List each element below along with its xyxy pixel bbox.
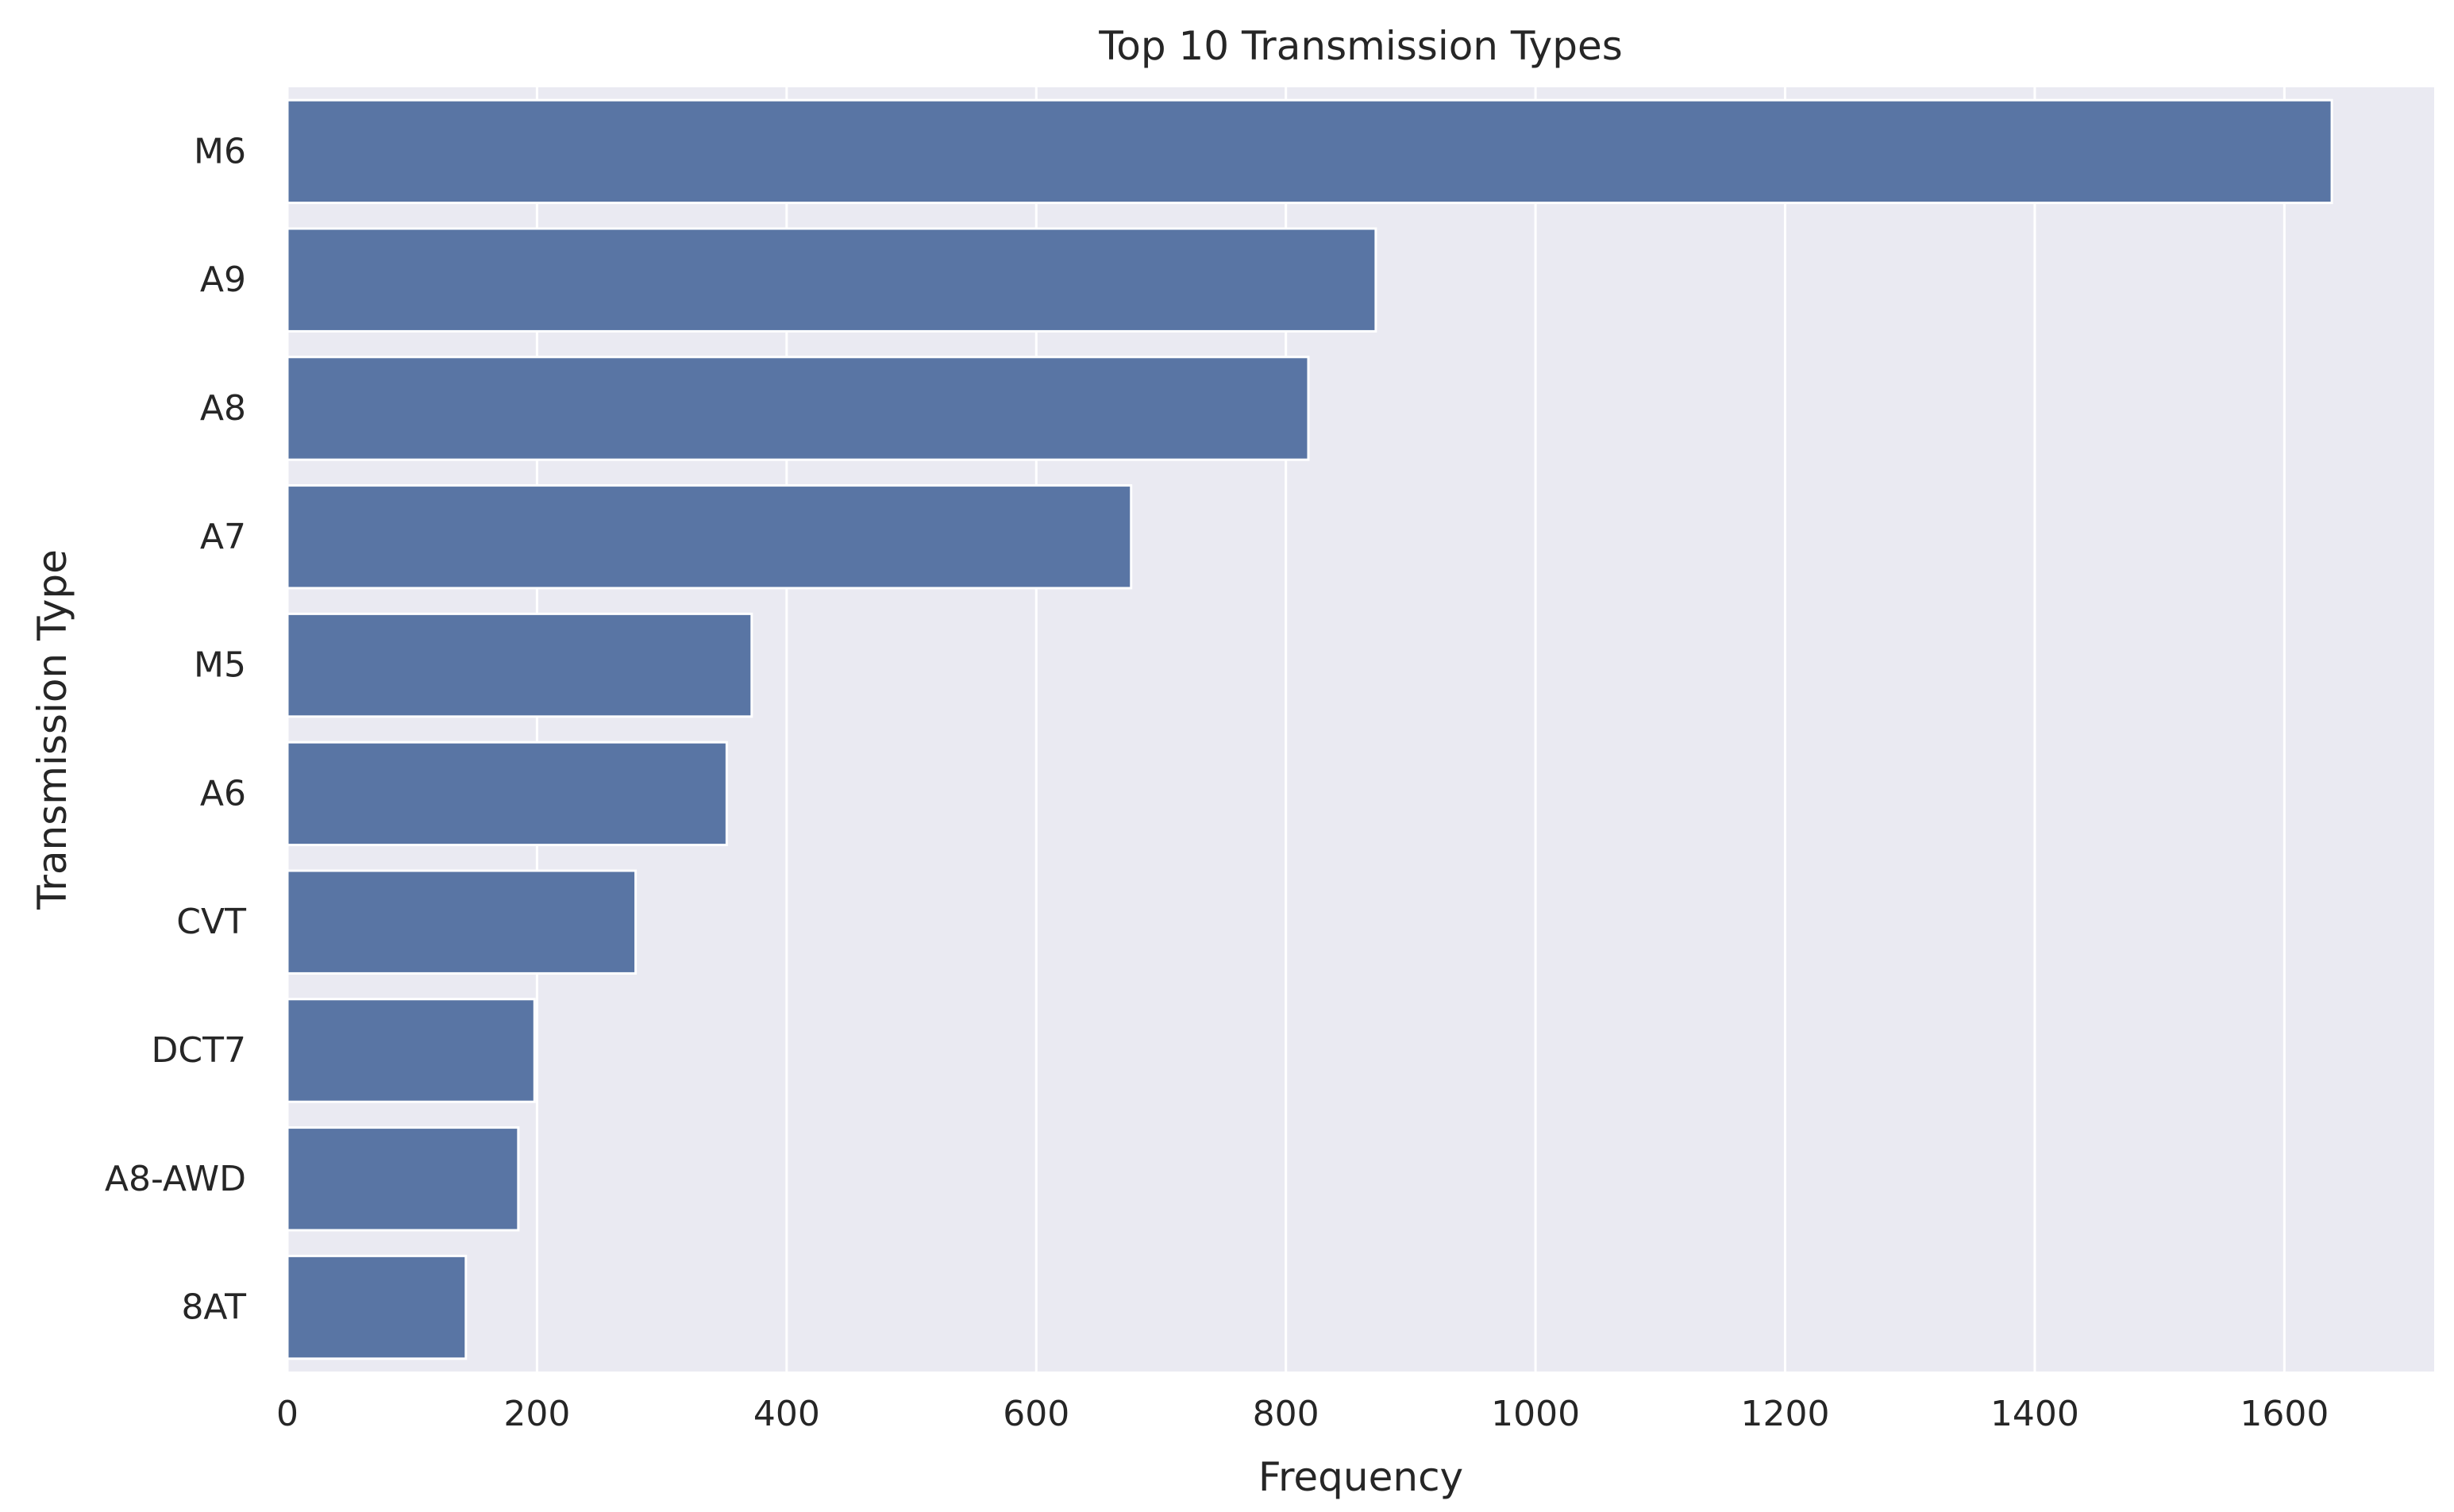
y-tick-label-a9: A9: [200, 260, 246, 300]
x-tick-label-400: 400: [753, 1394, 820, 1434]
y-tick-label-m6: M6: [194, 131, 246, 171]
x-tick-labels: 0 200 400 600 800 1000 1200 1400 1600: [276, 1394, 2329, 1434]
y-tick-label-dct7: DCT7: [152, 1030, 246, 1071]
bar-dct7: [286, 998, 536, 1103]
y-tick-label-a8: A8: [200, 388, 246, 429]
x-tick-label-1200: 1200: [1741, 1394, 1830, 1434]
x-tick-label-1400: 1400: [1990, 1394, 2079, 1434]
x-axis-label: Frequency: [1258, 1454, 1463, 1500]
bar-a8-awd: [286, 1126, 520, 1232]
bar-m5: [286, 612, 753, 718]
chart-title: Top 10 Transmission Types: [1098, 23, 1623, 69]
x-tick-label-800: 800: [1253, 1394, 1319, 1434]
bar-a8: [286, 356, 1310, 461]
y-tick-label-8at: 8AT: [181, 1287, 246, 1328]
x-tick-label-1000: 1000: [1491, 1394, 1580, 1434]
bar-a7: [286, 484, 1133, 590]
bar-cvt: [286, 869, 638, 975]
y-tick-label-m5: M5: [194, 645, 246, 686]
bar-m6: [286, 98, 2333, 205]
y-axis-label: Transmission Type: [29, 549, 75, 910]
bar-a9: [286, 227, 1377, 333]
y-tick-label-cvt: CVT: [176, 902, 246, 942]
y-tick-labels: M6 A9 A8 A7 M5 A6 CVT DCT7 A8-AWD 8AT: [105, 131, 246, 1327]
y-tick-label-a8-awd: A8-AWD: [105, 1159, 246, 1199]
x-tick-label-1600: 1600: [2240, 1394, 2329, 1434]
bar-8at: [286, 1254, 468, 1360]
bars: [286, 98, 2333, 1360]
y-tick-label-a6: A6: [200, 773, 246, 814]
bar-a6: [286, 741, 728, 847]
x-tick-label-600: 600: [1003, 1394, 1069, 1434]
y-tick-label-a7: A7: [200, 517, 246, 557]
x-tick-label-0: 0: [276, 1394, 299, 1434]
x-tick-label-200: 200: [503, 1394, 570, 1434]
